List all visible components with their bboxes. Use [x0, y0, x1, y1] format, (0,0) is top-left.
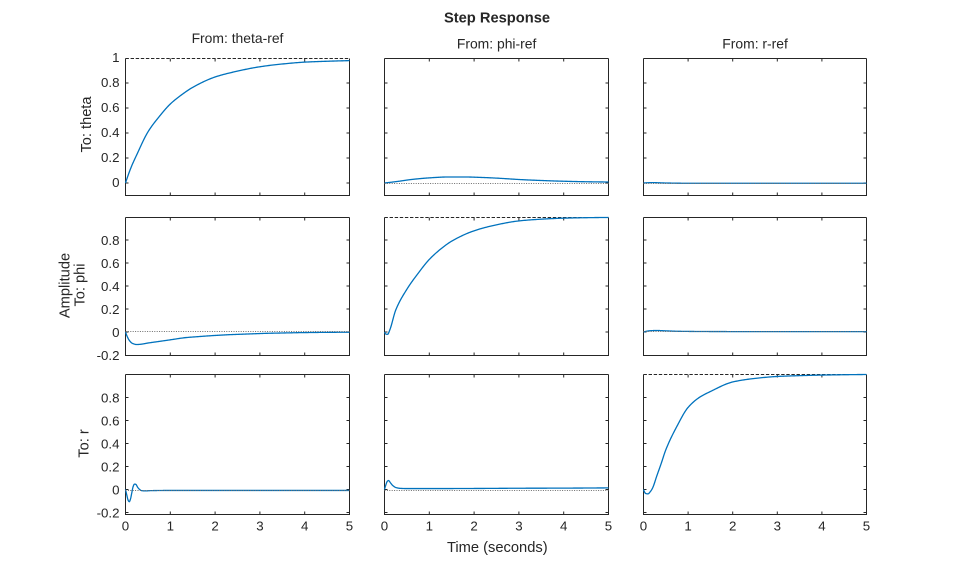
svg-text:0.2: 0.2 — [101, 459, 120, 474]
svg-text:-0.2: -0.2 — [97, 505, 120, 520]
svg-text:5: 5 — [605, 519, 612, 534]
svg-text:From: r-ref: From: r-ref — [722, 36, 788, 52]
svg-text:3: 3 — [256, 519, 263, 534]
svg-text:0: 0 — [112, 482, 119, 497]
svg-text:0: 0 — [112, 175, 119, 190]
svg-text:0.8: 0.8 — [101, 233, 120, 248]
svg-text:4: 4 — [301, 519, 308, 534]
svg-text:0: 0 — [381, 519, 388, 534]
svg-text:1: 1 — [112, 50, 119, 65]
svg-text:5: 5 — [346, 519, 353, 534]
svg-text:0.4: 0.4 — [101, 436, 120, 451]
svg-text:1: 1 — [684, 519, 691, 534]
svg-text:3: 3 — [515, 519, 522, 534]
svg-text:1: 1 — [167, 519, 174, 534]
svg-text:0.2: 0.2 — [101, 150, 120, 165]
svg-text:0: 0 — [640, 519, 647, 534]
svg-text:0.4: 0.4 — [101, 279, 120, 294]
svg-text:From: phi-ref: From: phi-ref — [457, 36, 537, 52]
svg-text:Time (seconds): Time (seconds) — [447, 540, 548, 556]
svg-text:4: 4 — [560, 519, 567, 534]
svg-text:From: theta-ref: From: theta-ref — [192, 30, 284, 46]
svg-text:3: 3 — [774, 519, 781, 534]
svg-text:2: 2 — [729, 519, 736, 534]
svg-text:0.6: 0.6 — [101, 100, 120, 115]
svg-text:1: 1 — [426, 519, 433, 534]
svg-text:0.8: 0.8 — [101, 75, 120, 90]
svg-text:Step Response: Step Response — [444, 11, 550, 27]
svg-text:0: 0 — [122, 519, 129, 534]
svg-text:-0.2: -0.2 — [97, 348, 120, 363]
svg-text:0.6: 0.6 — [101, 256, 120, 271]
svg-text:0.2: 0.2 — [101, 302, 120, 317]
svg-text:0: 0 — [112, 325, 119, 340]
svg-text:To: theta: To: theta — [79, 96, 95, 153]
svg-text:2: 2 — [211, 519, 218, 534]
svg-text:2: 2 — [470, 519, 477, 534]
svg-text:0.4: 0.4 — [101, 125, 120, 140]
svg-text:To: r: To: r — [77, 429, 93, 458]
svg-text:To: phi: To: phi — [73, 264, 89, 307]
svg-text:0.8: 0.8 — [101, 390, 120, 405]
svg-text:4: 4 — [818, 519, 825, 534]
svg-text:0.6: 0.6 — [101, 413, 120, 428]
svg-text:Amplitude: Amplitude — [58, 253, 74, 318]
svg-text:5: 5 — [863, 519, 870, 534]
